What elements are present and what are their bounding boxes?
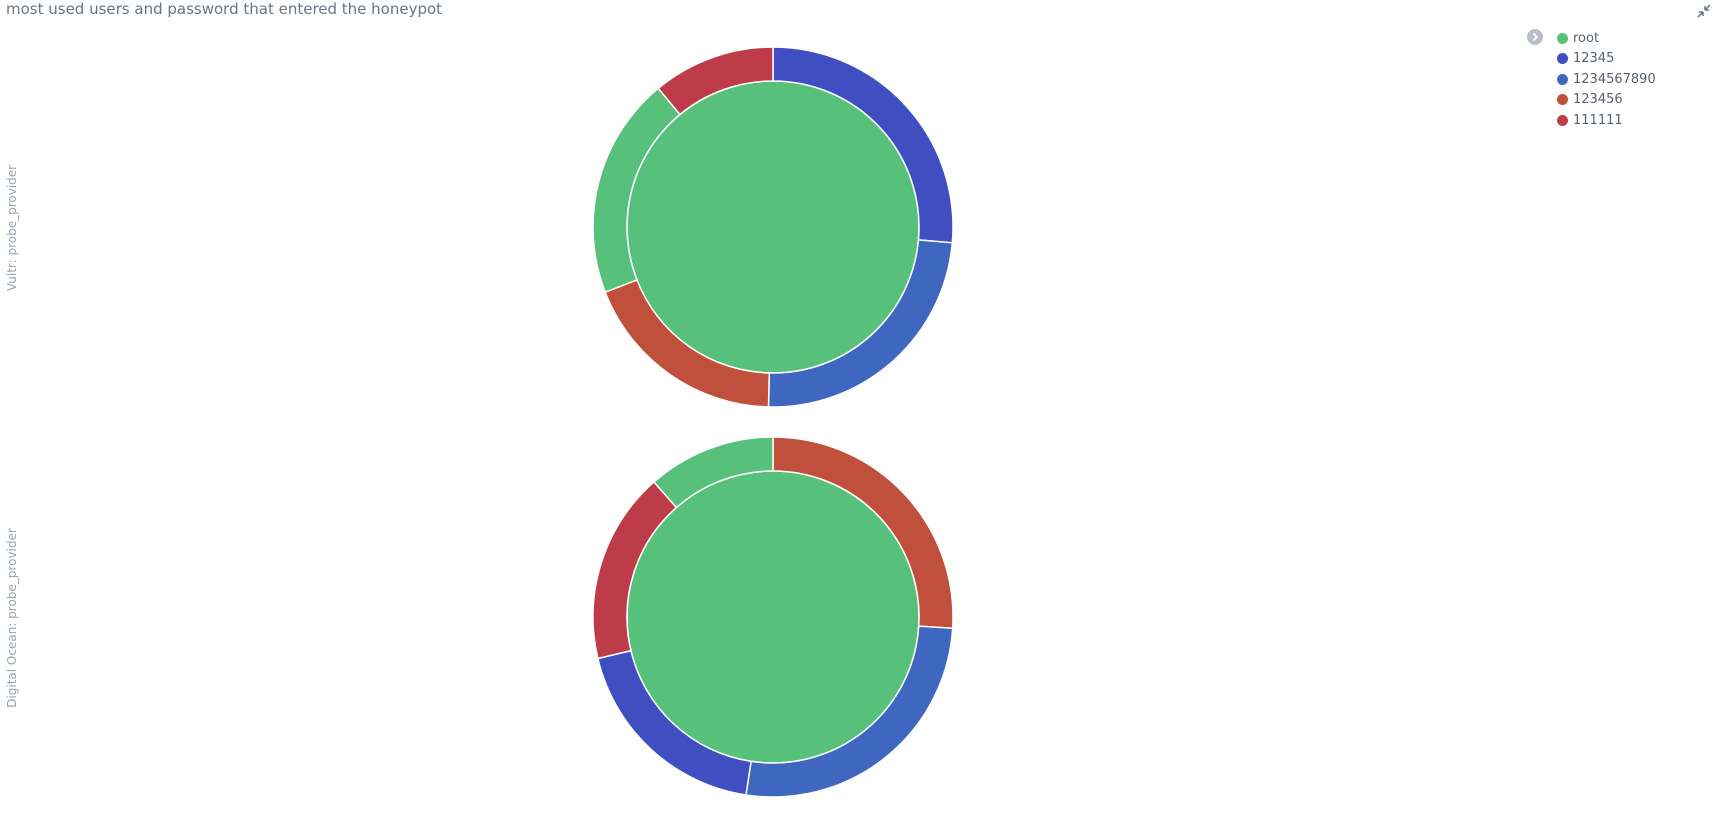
legend-dot-icon (1557, 32, 1568, 44)
pie-outer-slice-111111[interactable] (657, 46, 774, 116)
legend-item[interactable]: root (1557, 28, 1656, 49)
pie-inner-slice-root[interactable] (626, 470, 920, 764)
legend-item[interactable]: 1234567890 (1557, 69, 1656, 90)
legend-toggle-icon[interactable] (1527, 29, 1543, 45)
legend-item[interactable]: 12345 (1557, 49, 1656, 70)
legend-dot-icon (1557, 94, 1568, 106)
legend-dot-icon (1557, 73, 1568, 85)
minimize-icon[interactable] (1695, 2, 1713, 20)
legend: root 12345 1234567890 123456 111111 (1527, 28, 1656, 131)
pie-outer-slice-root[interactable] (652, 436, 774, 509)
legend-item[interactable]: 111111 (1557, 110, 1656, 131)
legend-item[interactable]: 123456 (1557, 90, 1656, 111)
pie-inner-slice-root[interactable] (626, 80, 920, 374)
legend-dot-icon (1557, 114, 1568, 126)
legend-label: root (1573, 30, 1600, 46)
chart-title: most used users and password that entere… (6, 0, 443, 18)
legend-dot-icon (1557, 53, 1568, 65)
legend-label: 123456 (1573, 92, 1623, 108)
legend-label: 1234567890 (1573, 71, 1656, 87)
legend-label: 111111 (1573, 112, 1623, 128)
legend-label: 12345 (1573, 51, 1615, 67)
